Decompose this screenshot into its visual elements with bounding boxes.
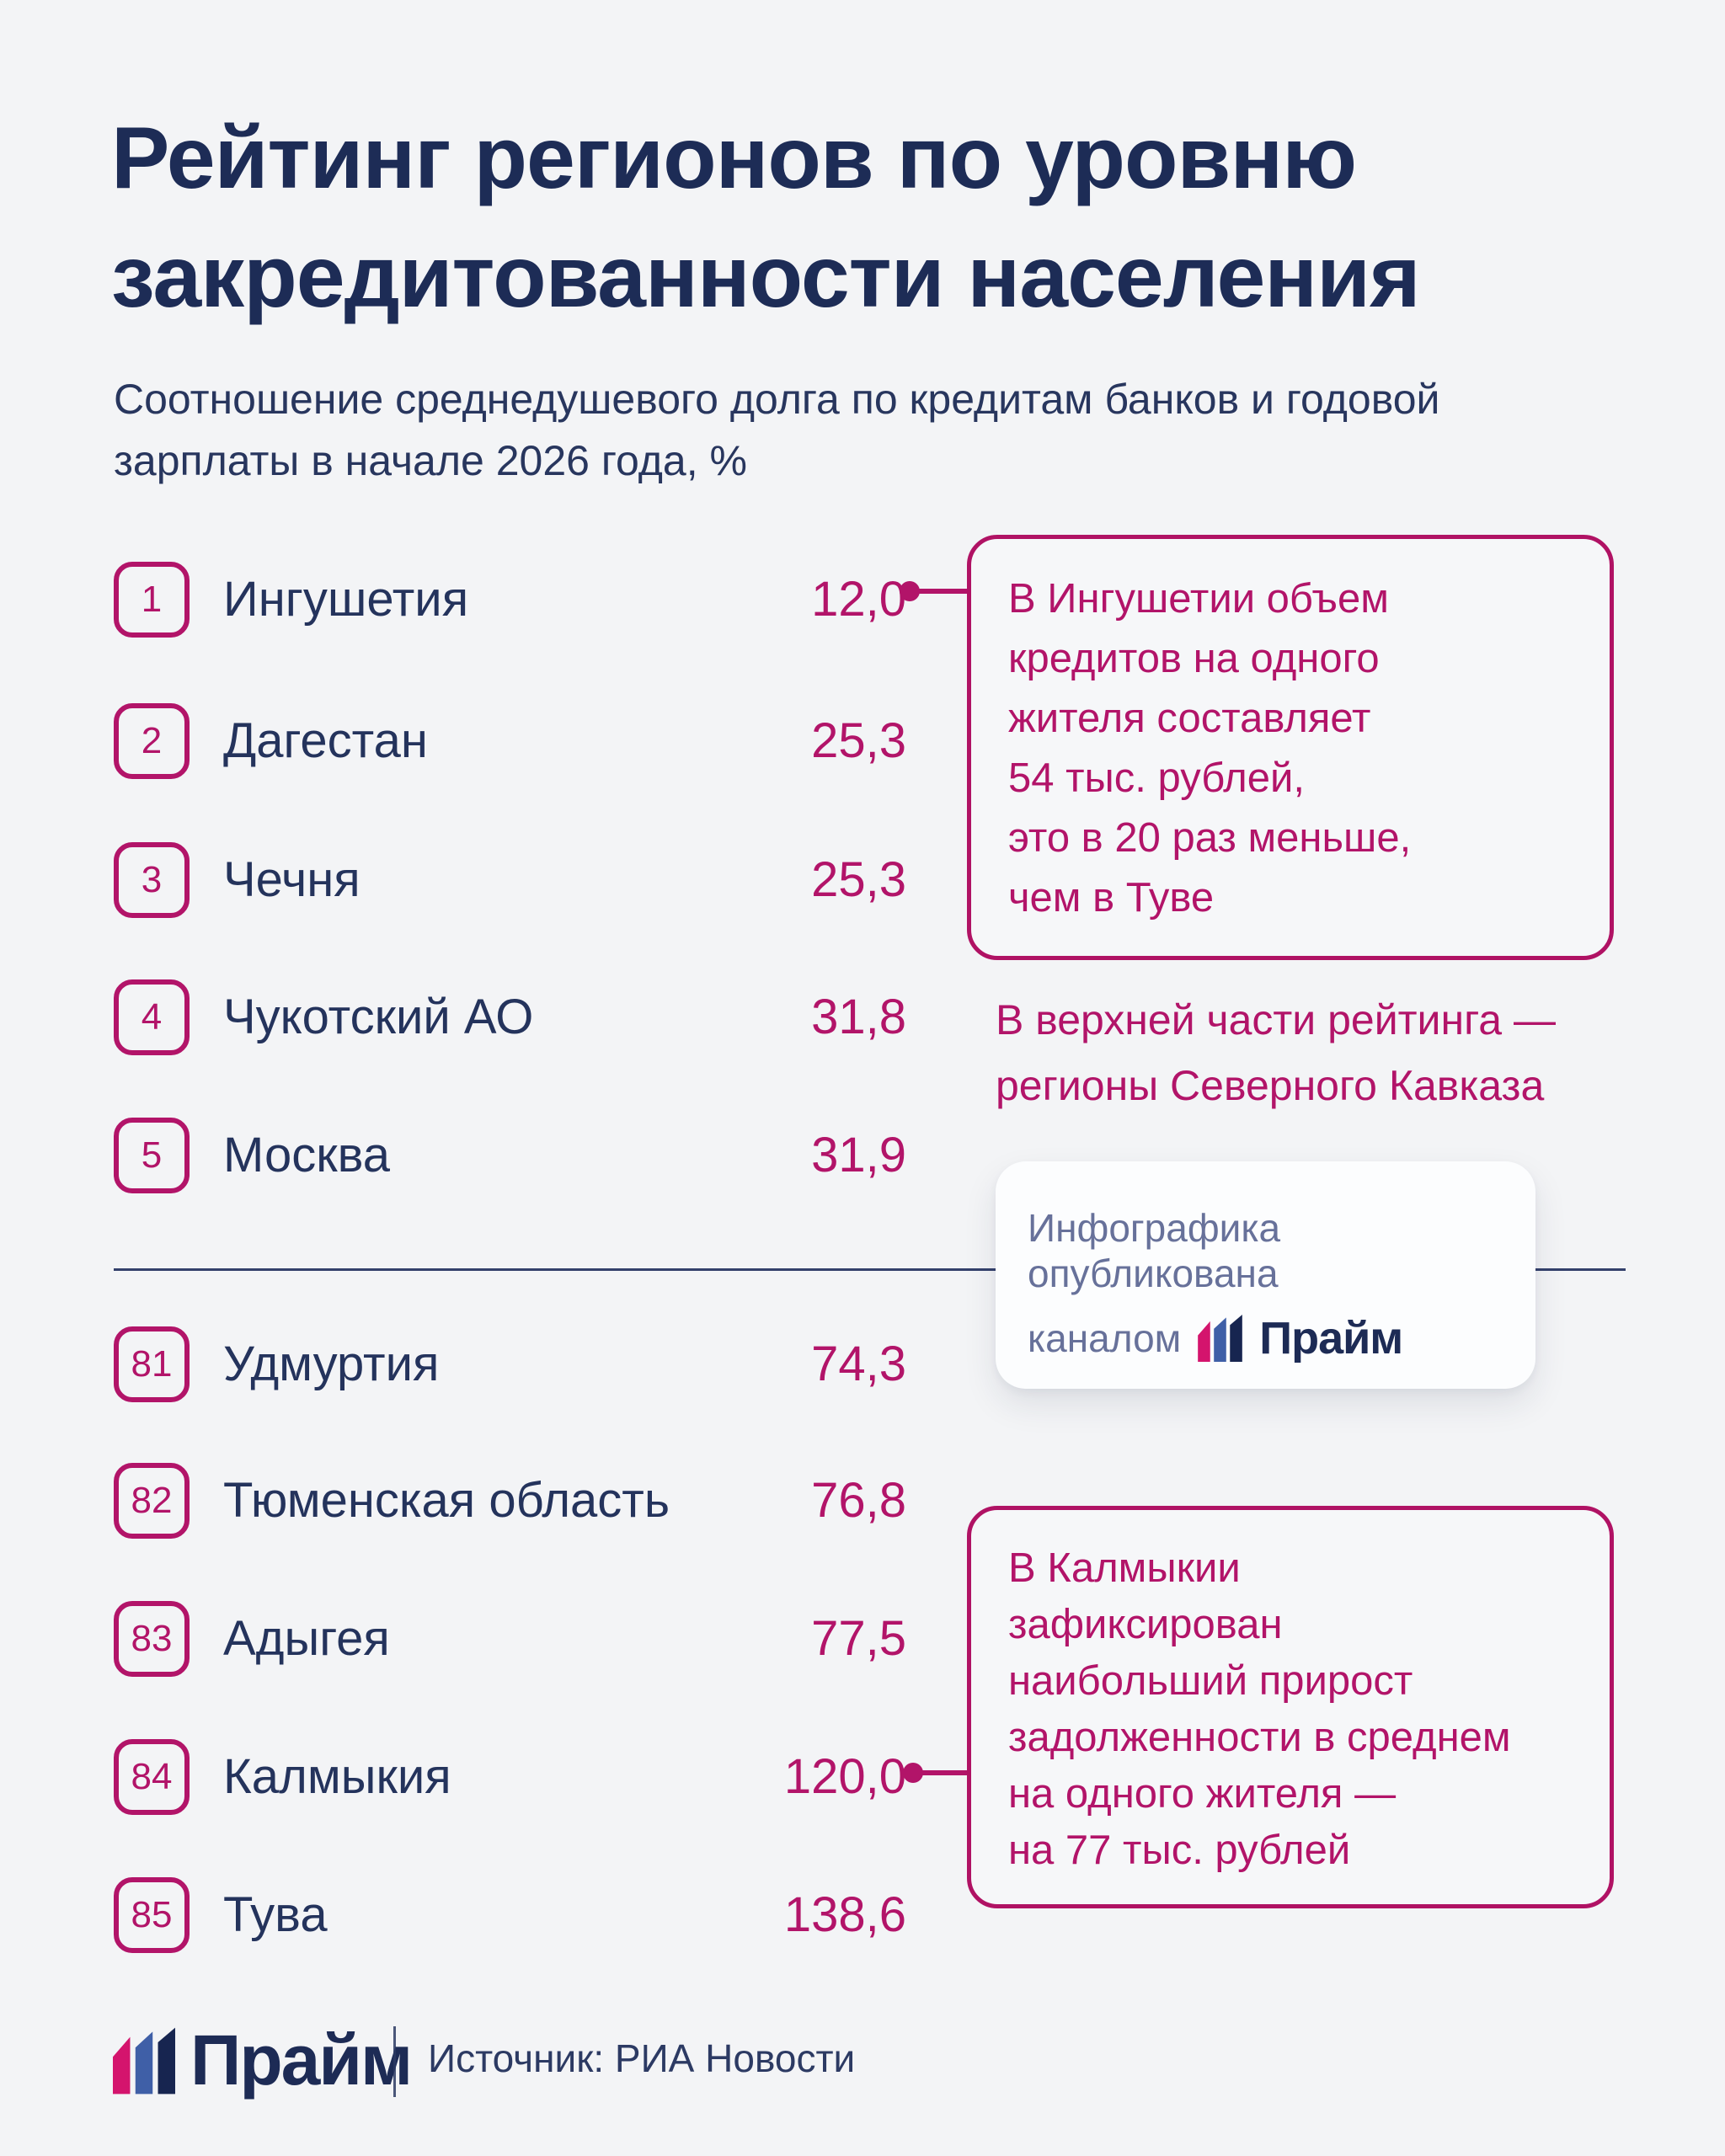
rank-badge: 1 <box>114 562 190 638</box>
table-row: 1 Ингушетия 12,0 <box>114 562 906 638</box>
divider-line <box>114 1268 1626 1271</box>
table-row: 84 Калмыкия 120,0 <box>114 1739 906 1815</box>
rank-badge: 5 <box>114 1118 190 1193</box>
connector-line <box>915 1770 970 1775</box>
rank-badge: 4 <box>114 979 190 1055</box>
rank-badge: 82 <box>114 1463 190 1539</box>
region-value: 138,6 <box>783 1887 906 1942</box>
rank-badge: 83 <box>114 1601 190 1677</box>
table-row: 4 Чукотский АО 31,8 <box>114 979 906 1055</box>
page-title: Рейтинг регионов по уровню закредитованн… <box>111 109 1421 326</box>
brand-name: Прайм <box>1259 1313 1403 1364</box>
logo-bar-navy <box>1230 1315 1243 1362</box>
region-value: 31,9 <box>811 1128 906 1182</box>
region-value: 77,5 <box>811 1611 906 1666</box>
rank-badge: 84 <box>114 1739 190 1815</box>
table-row: 81 Удмуртия 74,3 <box>114 1326 906 1402</box>
note-north-caucasus: В верхней части рейтинга — регионы Север… <box>996 996 1556 1109</box>
attribution-card: Инфографика опубликована каналом Прайм <box>996 1161 1535 1389</box>
region-name: Калмыкия <box>223 1749 451 1804</box>
region-value: 76,8 <box>811 1473 906 1528</box>
rank-badge: 2 <box>114 703 190 779</box>
region-value: 12,0 <box>811 572 906 627</box>
region-name: Москва <box>223 1128 391 1182</box>
region-name: Чукотский АО <box>223 990 534 1044</box>
region-name: Ингушетия <box>223 572 469 627</box>
region-name: Тува <box>223 1887 328 1942</box>
source-text: Источник: РИА Новости <box>428 2036 856 2080</box>
attribution-prefix: каналом <box>1028 1316 1182 1360</box>
table-row: 85 Тува 138,6 <box>114 1877 906 1953</box>
table-row: 83 Адыгея 77,5 <box>114 1601 906 1677</box>
logo-bar-magenta <box>113 2036 131 2095</box>
region-value: 25,3 <box>811 713 906 768</box>
prime-logo-icon <box>113 2027 175 2095</box>
region-name: Дагестан <box>223 713 428 768</box>
table-row: 3 Чечня 25,3 <box>114 842 906 918</box>
table-row: 5 Москва 31,9 <box>114 1118 906 1193</box>
rank-badge: 3 <box>114 842 190 918</box>
logo-bar-blue <box>1214 1317 1227 1362</box>
region-value: 25,3 <box>811 852 906 907</box>
region-value: 31,8 <box>811 990 906 1044</box>
region-name: Удмуртия <box>223 1337 440 1391</box>
rank-badge: 81 <box>114 1326 190 1402</box>
page-subtitle: Соотношение среднедушевого долга по кред… <box>114 376 1440 484</box>
attribution-text: Инфографика опубликована <box>1028 1206 1281 1295</box>
logo-bar-navy <box>158 2027 175 2095</box>
region-name: Адыгея <box>223 1611 390 1666</box>
region-value: 120,0 <box>783 1749 906 1804</box>
region-value: 74,3 <box>811 1337 906 1391</box>
region-name: Тюменская область <box>223 1473 670 1528</box>
prime-logo-icon <box>1198 1315 1243 1362</box>
table-row: 2 Дагестан 25,3 <box>114 703 906 779</box>
callout-ingushetia: В Ингушетии объем кредитов на одного жит… <box>967 535 1614 960</box>
table-row: 82 Тюменская область 76,8 <box>114 1463 906 1539</box>
logo-bar-blue <box>135 2031 153 2095</box>
rank-badge: 85 <box>114 1877 190 1953</box>
connector-line <box>911 589 970 594</box>
footer-separator <box>393 2026 396 2097</box>
region-name: Чечня <box>223 852 360 907</box>
footer-brand-name: Прайм <box>190 2020 413 2100</box>
callout-kalmykia: В Калмыкии зафиксирован наибольший приро… <box>967 1506 1614 1908</box>
logo-bar-magenta <box>1198 1321 1211 1362</box>
